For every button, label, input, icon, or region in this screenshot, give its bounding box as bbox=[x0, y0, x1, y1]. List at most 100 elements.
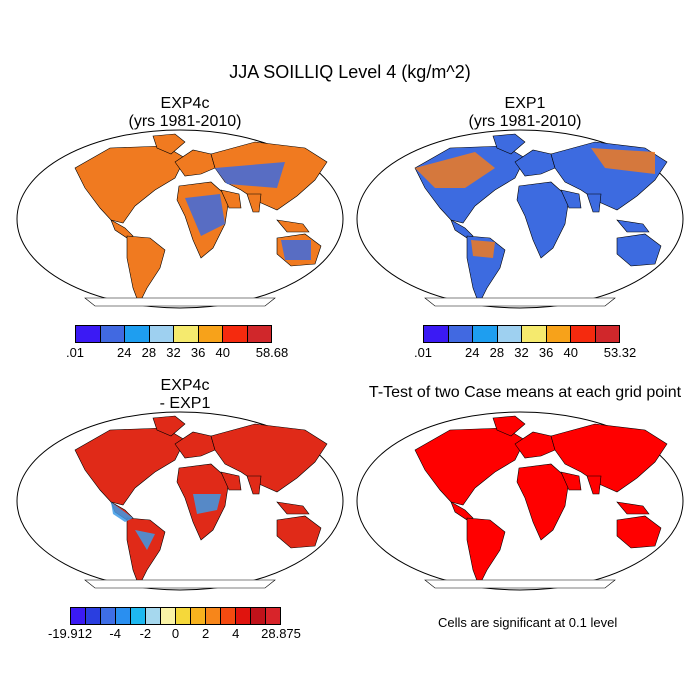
colorbar-panel-2 bbox=[423, 325, 620, 343]
colorbar-swatch bbox=[161, 608, 176, 624]
colorbar-swatch bbox=[206, 608, 221, 624]
greenland bbox=[492, 133, 526, 155]
indonesia bbox=[276, 219, 310, 233]
panel-2-title: EXP1 (yrs 1981-2010) bbox=[360, 95, 690, 131]
data-region bbox=[215, 162, 285, 188]
figure-title: JJA SOILLIQ Level 4 (kg/m^2) bbox=[229, 62, 471, 82]
data-region bbox=[415, 152, 495, 188]
arabia bbox=[220, 189, 242, 209]
north-america bbox=[74, 427, 186, 506]
colorbar-swatch bbox=[71, 608, 86, 624]
south-america bbox=[466, 517, 506, 587]
data-region bbox=[185, 194, 225, 236]
south-america bbox=[126, 517, 166, 587]
colorbar-panel-2-labels: .01 24 28 32 36 40 53.32 bbox=[414, 345, 636, 361]
colorbar-panel-1-labels: .01 24 28 32 36 40 58.68 bbox=[66, 345, 288, 361]
panel-3-title-line1: EXP4c bbox=[160, 377, 210, 394]
colorbar-tick-label: 36 bbox=[538, 345, 554, 360]
colorbar-swatch bbox=[221, 608, 236, 624]
indonesia bbox=[616, 501, 650, 515]
antarctica bbox=[424, 297, 616, 307]
colorbar-tick-label: 24 bbox=[465, 345, 480, 360]
panel-1-title-line1: EXP4c bbox=[160, 95, 210, 112]
data-region bbox=[591, 148, 655, 174]
panel-1-title: EXP4c (yrs 1981-2010) bbox=[20, 95, 350, 131]
colorbar-swatch bbox=[251, 608, 266, 624]
colorbar-panel-3 bbox=[70, 607, 281, 625]
colorbar-swatch bbox=[174, 326, 199, 342]
colorbar-tick-label: 32 bbox=[514, 345, 529, 360]
map-panel-1 bbox=[16, 129, 344, 309]
colorbar-tick-label: 58.68 bbox=[255, 345, 289, 360]
data-region bbox=[111, 502, 133, 522]
india bbox=[246, 193, 262, 213]
indonesia bbox=[276, 501, 310, 515]
data-region bbox=[471, 240, 495, 258]
colorbar-tick-label: 0 bbox=[171, 626, 180, 641]
data-region bbox=[281, 240, 311, 260]
colorbar-swatch bbox=[595, 326, 619, 342]
panel-3-title: EXP4c - EXP1 bbox=[20, 377, 350, 413]
colorbar-swatch bbox=[191, 608, 206, 624]
greenland bbox=[152, 133, 186, 155]
antarctica bbox=[84, 579, 276, 589]
map-panel-3 bbox=[16, 411, 344, 591]
north-america bbox=[74, 145, 186, 224]
colorbar-swatch bbox=[101, 608, 116, 624]
australia bbox=[616, 515, 662, 549]
colorbar-swatch bbox=[86, 608, 101, 624]
panel-4-title-line1: T-Test of two Case means at each grid po… bbox=[368, 384, 682, 401]
panel-4-title: T-Test of two Case means at each grid po… bbox=[340, 384, 700, 402]
colorbar-swatch bbox=[424, 326, 449, 342]
greenland bbox=[152, 415, 186, 437]
india bbox=[586, 475, 602, 495]
colorbar-swatch bbox=[198, 326, 223, 342]
colorbar-tick-label: 40 bbox=[563, 345, 578, 360]
colorbar-tick-label: 2 bbox=[202, 626, 210, 641]
australia bbox=[616, 233, 662, 267]
colorbar-swatch bbox=[116, 608, 131, 624]
panel-3-title-line2: - EXP1 bbox=[159, 395, 211, 412]
colorbar-tick-label: .01 bbox=[65, 345, 85, 360]
antarctica bbox=[424, 579, 616, 589]
significance-note: Cells are significant at 0.1 level bbox=[438, 615, 618, 630]
data-region bbox=[193, 494, 221, 514]
map-panel-4 bbox=[356, 411, 684, 591]
panel-2-title-line1: EXP1 bbox=[504, 95, 546, 112]
indonesia bbox=[616, 219, 650, 233]
colorbar-swatch bbox=[223, 326, 248, 342]
colorbar-panel-3-labels: -19.912 -4 -2 0 2 4 28.875 bbox=[48, 626, 301, 642]
colorbar-swatch bbox=[100, 326, 125, 342]
colorbar-swatch bbox=[497, 326, 522, 342]
south-america bbox=[126, 235, 166, 305]
colorbar-swatch bbox=[76, 326, 101, 342]
panel-1-title-line2: (yrs 1981-2010) bbox=[128, 113, 242, 130]
data-region bbox=[135, 530, 155, 550]
africa bbox=[516, 463, 570, 541]
colorbar-tick-label: 24 bbox=[117, 345, 132, 360]
colorbar-tick-label: 36 bbox=[190, 345, 206, 360]
colorbar-tick-label: 32 bbox=[166, 345, 181, 360]
colorbar-swatch bbox=[176, 608, 191, 624]
arabia bbox=[560, 189, 582, 209]
colorbar-tick-label: 40 bbox=[215, 345, 230, 360]
colorbar-tick-label: .01 bbox=[413, 345, 433, 360]
colorbar-swatch bbox=[125, 326, 150, 342]
colorbar-swatch bbox=[236, 608, 251, 624]
colorbar-swatch bbox=[571, 326, 596, 342]
colorbar-swatch bbox=[522, 326, 547, 342]
colorbar-tick-label: 28 bbox=[141, 345, 157, 360]
colorbar-tick-label: 4 bbox=[232, 626, 240, 641]
north-america bbox=[414, 427, 526, 506]
australia bbox=[276, 515, 322, 549]
arabia bbox=[220, 471, 242, 491]
colorbar-tick-label: -4 bbox=[109, 626, 121, 641]
arabia bbox=[560, 471, 582, 491]
map-panel-2 bbox=[356, 129, 684, 309]
india bbox=[586, 193, 602, 213]
panel-2-title-line2: (yrs 1981-2010) bbox=[468, 113, 582, 130]
greenland bbox=[492, 415, 526, 437]
asia bbox=[210, 423, 328, 493]
colorbar-panel-1 bbox=[75, 325, 272, 343]
asia bbox=[550, 423, 668, 493]
